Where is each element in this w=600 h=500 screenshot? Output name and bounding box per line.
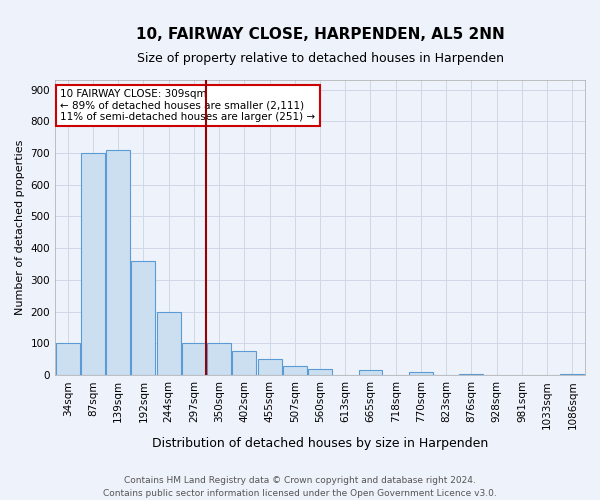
Text: 10, FAIRWAY CLOSE, HARPENDEN, AL5 2NN: 10, FAIRWAY CLOSE, HARPENDEN, AL5 2NN (136, 26, 505, 42)
Bar (359, 370, 382, 375)
Bar (56, 344, 80, 375)
Bar (283, 366, 307, 375)
Bar (182, 344, 206, 375)
X-axis label: Distribution of detached houses by size in Harpenden: Distribution of detached houses by size … (152, 437, 488, 450)
Text: Contains HM Land Registry data © Crown copyright and database right 2024.
Contai: Contains HM Land Registry data © Crown c… (103, 476, 497, 498)
Text: 10 FAIRWAY CLOSE: 309sqm
← 89% of detached houses are smaller (2,111)
11% of sem: 10 FAIRWAY CLOSE: 309sqm ← 89% of detach… (61, 89, 316, 122)
Bar (207, 344, 231, 375)
Text: Size of property relative to detached houses in Harpenden: Size of property relative to detached ho… (137, 52, 503, 65)
Bar (257, 360, 281, 375)
Bar (409, 372, 433, 375)
Bar (232, 352, 256, 375)
Bar (81, 153, 105, 375)
Bar (460, 374, 484, 375)
Bar (308, 369, 332, 375)
Bar (106, 150, 130, 375)
Bar (560, 374, 584, 375)
Bar (131, 261, 155, 375)
Y-axis label: Number of detached properties: Number of detached properties (15, 140, 25, 316)
Bar (157, 312, 181, 375)
